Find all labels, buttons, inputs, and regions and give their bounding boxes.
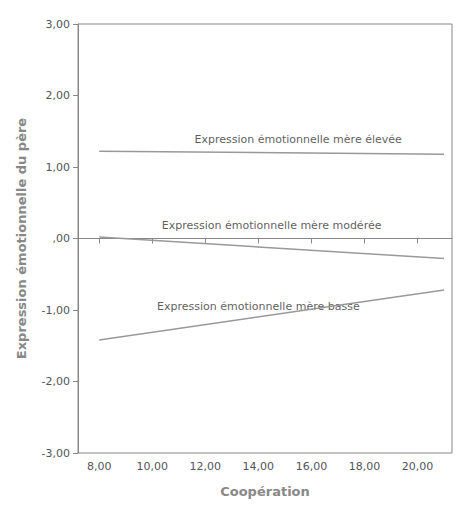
svg-text:-2,00: -2,00 [42, 375, 70, 388]
svg-text:Expression émotionnelle du pèr: Expression émotionnelle du père [14, 118, 29, 360]
svg-text:10,00: 10,00 [137, 460, 169, 473]
svg-text:16,00: 16,00 [296, 460, 328, 473]
svg-text:12,00: 12,00 [190, 460, 222, 473]
svg-text:2,00: 2,00 [46, 89, 71, 102]
svg-text:-1,00: -1,00 [42, 304, 70, 317]
svg-text:1,00: 1,00 [46, 161, 71, 174]
svg-text:Coopération: Coopération [220, 484, 310, 499]
svg-text:14,00: 14,00 [243, 460, 275, 473]
svg-text:Expression émotionnelle mère b: Expression émotionnelle mère basse [157, 299, 360, 313]
svg-text:20,00: 20,00 [402, 460, 434, 473]
svg-text:Expression émotionnelle mère m: Expression émotionnelle mère modérée [162, 219, 382, 232]
svg-text:3,00: 3,00 [46, 18, 71, 31]
svg-text:8,00: 8,00 [87, 460, 112, 473]
svg-text:18,00: 18,00 [349, 460, 381, 473]
svg-text:Expression émotionnelle mère é: Expression émotionnelle mère élevée [195, 133, 403, 146]
svg-text:-3,00: -3,00 [42, 447, 70, 460]
svg-text:,00: ,00 [53, 232, 71, 245]
